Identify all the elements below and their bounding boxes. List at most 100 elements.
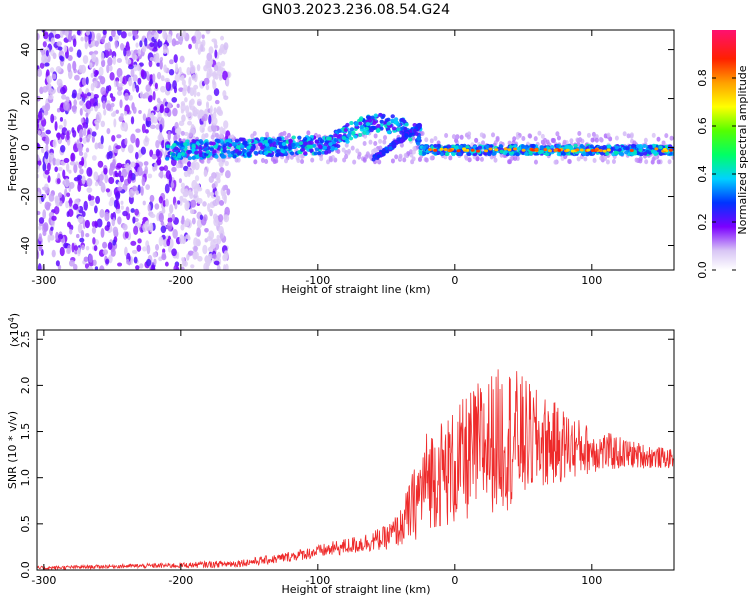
- spectrogram-cell: [165, 79, 170, 90]
- spectrogram-cell: [73, 99, 78, 107]
- spectrogram-cell: [93, 245, 98, 252]
- spectrogram-cell: [176, 103, 180, 109]
- spectrogram-cell: [163, 165, 169, 172]
- spectrogram-cell: [664, 133, 669, 139]
- spectrogram-cell: [183, 188, 189, 197]
- spectrogram-cell: [196, 91, 201, 97]
- spectrogram-cell: [165, 144, 171, 149]
- spectrogram-cell: [218, 199, 225, 206]
- snr-y-tick-label: 2.0: [19, 377, 32, 395]
- spectrogram-cell: [178, 178, 182, 184]
- spectrogram-cell: [326, 159, 331, 165]
- spectrogram-cell: [67, 221, 72, 228]
- spectrogram-cell: [135, 128, 141, 133]
- spectrogram-cell: [591, 131, 596, 137]
- spectrogram-cell: [164, 183, 170, 194]
- spectrogram-cell: [59, 200, 63, 207]
- spectrogram-cell: [462, 147, 467, 151]
- snr-y-ticks: 0.0 0.5 1.0 1.5 2.0 2.5: [19, 330, 674, 579]
- spectrogram-cell: [171, 152, 176, 157]
- spectrogram-cell: [142, 246, 147, 252]
- spectrogram-cell: [540, 133, 545, 139]
- spectrogram-cell: [105, 188, 111, 193]
- spectrogram-cell: [398, 153, 403, 159]
- spectrogram-cell: [140, 69, 145, 78]
- spectrogram-cell: [158, 196, 163, 204]
- spectrogram-cell: [39, 62, 45, 69]
- spectrogram-cell: [99, 209, 105, 218]
- spectrogram-cell: [531, 143, 536, 148]
- spectrogram-cell: [167, 130, 171, 141]
- spectrogram-cell: [185, 112, 192, 118]
- spectrogram-cell: [226, 149, 231, 154]
- spectrogram-cell: [214, 99, 220, 105]
- spectrogram-cell: [557, 148, 562, 152]
- spectrogram-cell: [37, 164, 40, 173]
- spectrogram-cell: [134, 208, 139, 216]
- spectrogram-cell: [594, 134, 599, 140]
- spectrogram-cell: [142, 223, 148, 232]
- spectrogram-cell: [448, 148, 453, 152]
- spectrogram-cell: [267, 152, 272, 157]
- spectrogram-cell: [373, 113, 378, 118]
- spectrogram-cell: [247, 138, 252, 143]
- spectrogram-cell: [357, 132, 363, 137]
- spectrogram-cell: [37, 143, 41, 150]
- spectrogram-cell: [191, 155, 196, 160]
- spectrogram-cell: [174, 73, 180, 83]
- spectrogram-x-tick-label: 100: [581, 274, 602, 287]
- spectrogram-cell: [133, 256, 138, 264]
- spectrogram-cell: [44, 62, 50, 67]
- spectrogram-cell: [378, 138, 383, 144]
- spectrogram-cell: [148, 95, 153, 102]
- spectrogram-cell: [223, 120, 229, 129]
- spectrogram-cell: [161, 253, 167, 261]
- spectrogram-cell: [56, 78, 63, 87]
- spectrogram-cell: [622, 131, 627, 137]
- spectrogram-cell: [451, 152, 456, 157]
- spectrogram-cell: [72, 60, 77, 71]
- spectrogram-cell: [457, 152, 462, 157]
- spectrogram-cell: [555, 131, 560, 137]
- spectrogram-cell: [281, 142, 287, 147]
- spectrogram-cell: [142, 113, 147, 121]
- spectrogram-cell: [154, 162, 158, 171]
- spectrogram-cell: [280, 149, 286, 154]
- spectrogram-cell: [565, 148, 570, 152]
- spectrogram-cell: [142, 200, 146, 206]
- spectrogram-cell: [112, 55, 117, 65]
- spectrogram-cell: [110, 112, 117, 117]
- spectrogram-cell: [412, 128, 417, 133]
- spectrogram-cell: [394, 154, 399, 160]
- spectrogram-cell: [63, 242, 69, 249]
- spectrogram-cell: [300, 144, 306, 149]
- spectrogram-cell: [77, 142, 83, 150]
- spectrogram-cell: [147, 173, 153, 179]
- spectrogram-cell: [223, 250, 229, 260]
- spectrogram-cell: [351, 130, 356, 135]
- spectrogram-cell: [68, 181, 75, 189]
- spectrogram-cell: [154, 203, 160, 210]
- spectrogram-cell: [38, 233, 43, 242]
- spectrogram-cell: [381, 151, 386, 156]
- spectrogram-cell: [317, 151, 322, 156]
- spectrogram-cell: [113, 118, 117, 128]
- spectrogram-cell: [164, 107, 170, 114]
- spectrogram-cell: [79, 237, 85, 243]
- spectrogram-cell: [127, 144, 134, 154]
- spectrogram-cell: [371, 157, 376, 162]
- spectrogram-cell: [189, 87, 195, 97]
- spectrogram-cell: [125, 58, 132, 65]
- spectrogram-cell: [71, 127, 75, 134]
- spectrogram-cell: [92, 80, 98, 88]
- spectrogram-cell: [173, 40, 180, 45]
- spectrogram-cell: [133, 64, 138, 72]
- spectrogram-cell: [314, 147, 320, 152]
- spectrogram-cell: [418, 151, 423, 156]
- spectrogram-cell: [143, 92, 150, 99]
- spectrogram-cell: [341, 147, 346, 153]
- spectrogram-cell: [37, 191, 41, 200]
- spectrogram-cell: [209, 209, 213, 217]
- spectrogram-cell: [102, 241, 108, 249]
- spectrogram-cell: [288, 139, 293, 144]
